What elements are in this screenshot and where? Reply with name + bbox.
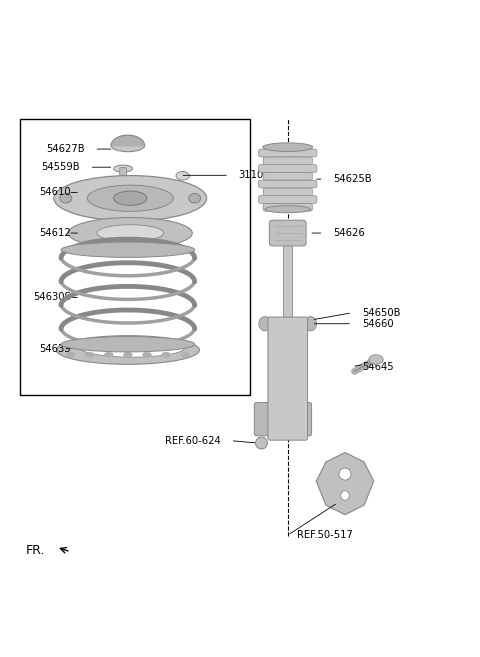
- Text: 54612: 54612: [39, 228, 71, 238]
- FancyBboxPatch shape: [259, 165, 317, 172]
- Text: 54633: 54633: [39, 344, 71, 353]
- FancyBboxPatch shape: [263, 204, 312, 211]
- Ellipse shape: [97, 225, 164, 241]
- Ellipse shape: [104, 352, 114, 357]
- Ellipse shape: [123, 352, 132, 357]
- FancyBboxPatch shape: [263, 172, 312, 180]
- Text: 54627B: 54627B: [46, 144, 85, 154]
- Ellipse shape: [85, 352, 95, 357]
- Ellipse shape: [68, 217, 192, 248]
- Ellipse shape: [263, 143, 312, 152]
- Ellipse shape: [305, 317, 317, 331]
- Ellipse shape: [255, 437, 267, 449]
- Ellipse shape: [180, 352, 190, 357]
- Ellipse shape: [265, 206, 311, 213]
- Text: REF.60-624: REF.60-624: [165, 436, 221, 445]
- Text: 54650B: 54650B: [362, 307, 400, 318]
- Ellipse shape: [189, 193, 201, 203]
- FancyBboxPatch shape: [120, 168, 126, 177]
- Text: REF.50-517: REF.50-517: [297, 530, 353, 540]
- Ellipse shape: [176, 171, 190, 180]
- FancyBboxPatch shape: [259, 149, 317, 157]
- Ellipse shape: [80, 338, 185, 357]
- Ellipse shape: [369, 355, 383, 364]
- FancyBboxPatch shape: [254, 403, 312, 436]
- Ellipse shape: [114, 191, 147, 206]
- Text: 54559B: 54559B: [41, 162, 80, 172]
- Ellipse shape: [66, 352, 75, 357]
- Text: FR.: FR.: [25, 544, 45, 557]
- FancyBboxPatch shape: [259, 196, 317, 204]
- Ellipse shape: [142, 352, 152, 357]
- Polygon shape: [111, 135, 144, 146]
- Polygon shape: [316, 453, 373, 514]
- Ellipse shape: [61, 336, 195, 352]
- FancyBboxPatch shape: [263, 188, 312, 196]
- Ellipse shape: [56, 336, 199, 364]
- FancyBboxPatch shape: [283, 243, 292, 319]
- FancyBboxPatch shape: [269, 220, 306, 246]
- FancyBboxPatch shape: [268, 317, 308, 440]
- Ellipse shape: [161, 352, 171, 357]
- Ellipse shape: [54, 175, 206, 221]
- Text: 54630S: 54630S: [33, 292, 71, 302]
- FancyBboxPatch shape: [259, 180, 317, 188]
- Ellipse shape: [341, 491, 349, 500]
- Text: 31109: 31109: [239, 170, 270, 180]
- Text: 54660: 54660: [362, 319, 393, 328]
- Ellipse shape: [114, 165, 132, 172]
- FancyBboxPatch shape: [263, 157, 312, 164]
- Text: 54625B: 54625B: [333, 174, 372, 184]
- Ellipse shape: [339, 468, 351, 480]
- Ellipse shape: [87, 185, 173, 212]
- Ellipse shape: [61, 242, 195, 258]
- Ellipse shape: [60, 193, 72, 203]
- Text: 54645: 54645: [362, 361, 393, 372]
- Text: 54626: 54626: [333, 228, 365, 238]
- Ellipse shape: [259, 317, 271, 331]
- Ellipse shape: [111, 140, 144, 152]
- Text: 54610: 54610: [39, 187, 71, 198]
